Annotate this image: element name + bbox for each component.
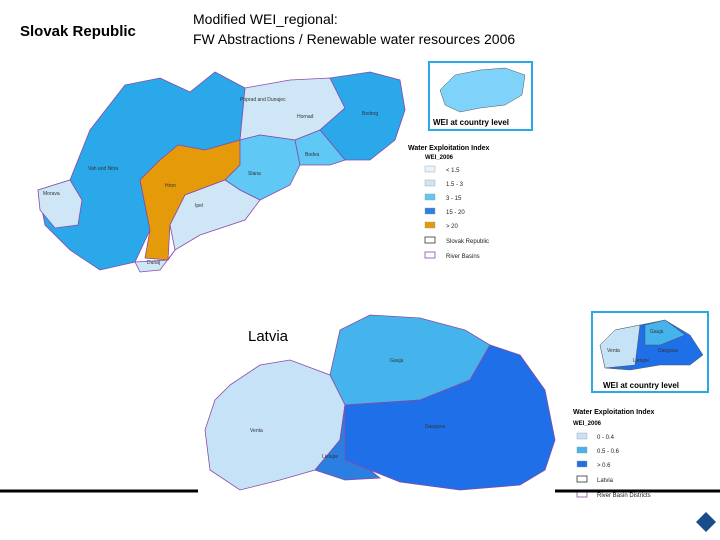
- legend-subtitle: WEI_2006: [425, 155, 454, 161]
- inset-region-label: Daugava: [658, 348, 678, 354]
- region-label: Slana: [248, 171, 261, 177]
- region-label: Lielupe: [322, 454, 338, 460]
- slovakia-labels: Poprad and Dunajec Hornad Bodrog Vah and…: [43, 97, 378, 266]
- region-label: Vah and Nitra: [88, 166, 118, 172]
- latvia-map: [204, 314, 556, 491]
- region-label: Dunaj: [147, 260, 160, 266]
- legend-item: River Basins: [446, 254, 480, 260]
- region-label: Ipel: [195, 203, 203, 209]
- latvia-legend: Water Exploitation Index WEI_2006 0 - 0.…: [573, 409, 655, 499]
- legend-item: > 20: [446, 224, 459, 230]
- region-label: Venta: [250, 428, 263, 434]
- region-label: Daugava: [425, 424, 445, 430]
- slovakia-legend: Water Exploitation Index WEI_2006 < 1.5 …: [408, 145, 490, 260]
- legend-item: > 0.6: [597, 463, 611, 469]
- legend-item: 0.5 - 0.6: [597, 449, 620, 455]
- legend-item: 3 - 15: [446, 196, 462, 202]
- country-title: Slovak Republic: [20, 23, 136, 40]
- inset-region-label: Venta: [607, 348, 620, 354]
- region-label: Morava: [43, 191, 60, 197]
- legend-item: 15 - 20: [446, 210, 465, 216]
- legend-item: Latvia: [597, 478, 614, 484]
- title-line: FW Abstractions / Renewable water resour…: [193, 31, 515, 47]
- inset-region-label: Gauja: [650, 329, 664, 335]
- latvia-labels: Gauja Venta Daugava Lielupe: [250, 358, 445, 460]
- inset-label: WEI at country level: [603, 381, 679, 390]
- legend-item: Slovak Republic: [446, 239, 489, 245]
- legend-item: 1.5 - 3: [446, 182, 464, 188]
- legend-item: < 1.5: [446, 168, 460, 174]
- region-label: Bodrog: [362, 111, 378, 117]
- legend-title: Water Exploitation Index: [573, 409, 655, 416]
- country-title: Latvia: [248, 328, 289, 345]
- region-label: Hornad: [297, 114, 314, 120]
- inset-region-label: Lielupe: [633, 358, 649, 364]
- legend-subtitle: WEI_2006: [573, 421, 602, 427]
- slovakia-map: [37, 71, 406, 273]
- legend-title: Water Exploitation Index: [408, 145, 490, 152]
- region-label: Poprad and Dunajec: [240, 97, 286, 103]
- inset-label: WEI at country level: [433, 118, 509, 127]
- logo: [696, 512, 716, 532]
- latvia-inset: Gauja Venta Daugava Lielupe WEI at count…: [591, 311, 709, 393]
- legend-item: 0 - 0.4: [597, 435, 615, 441]
- title-line: Modified WEI_regional:: [193, 11, 338, 27]
- region-label: Gauja: [390, 358, 404, 364]
- legend-item: River Basin Districts: [597, 493, 651, 499]
- region-label: Hron: [165, 183, 176, 189]
- slovakia-inset: WEI at country level: [428, 61, 533, 131]
- region-label: Bodva: [305, 152, 319, 158]
